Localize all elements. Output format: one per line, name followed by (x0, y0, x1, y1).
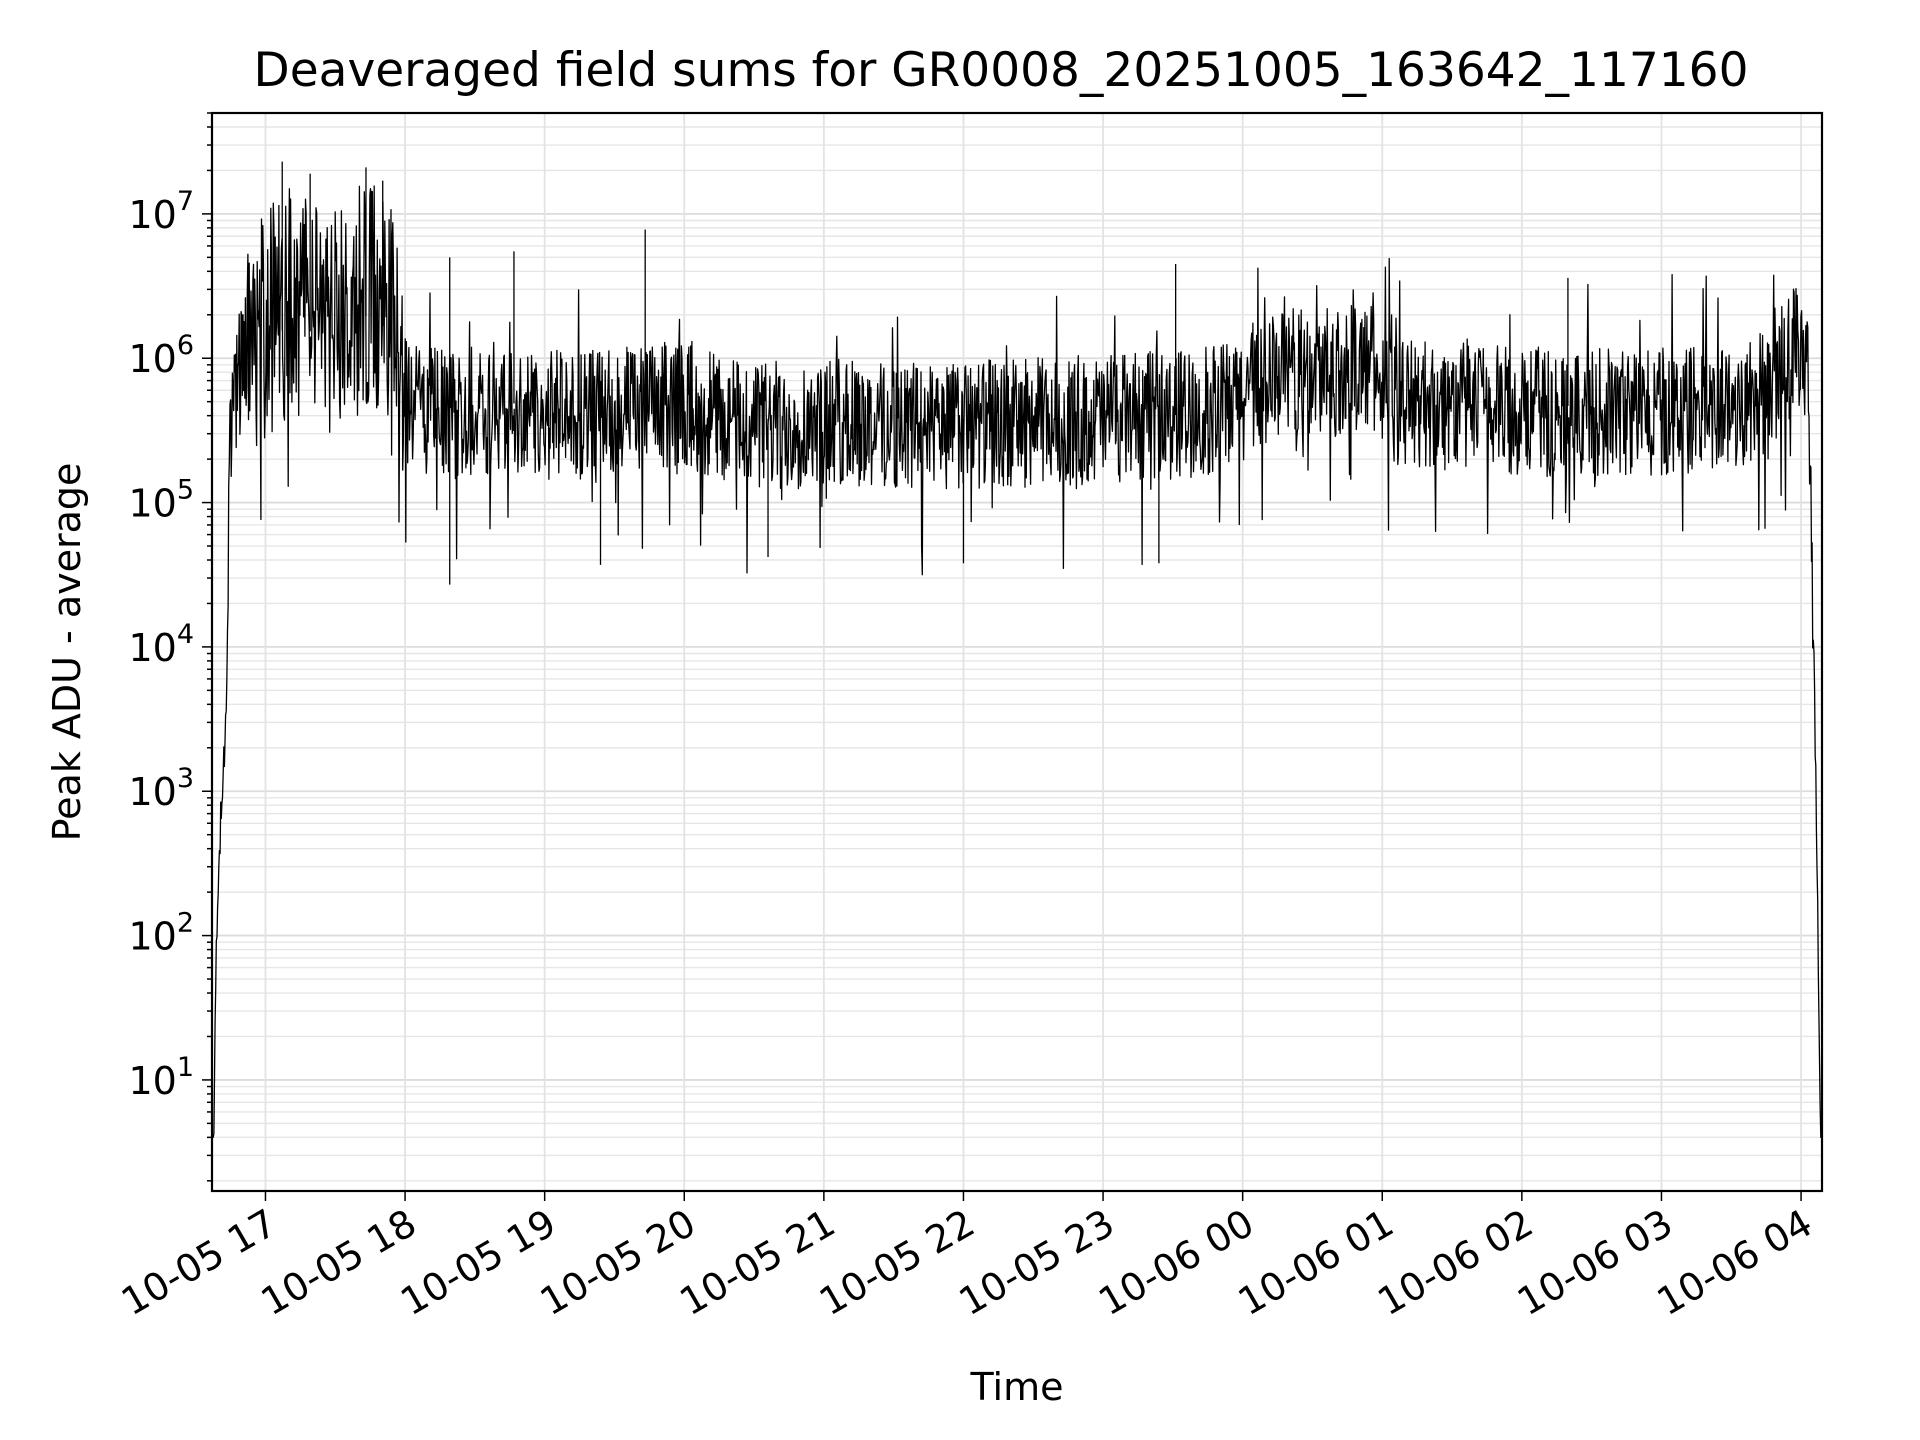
x-tick-label: 10-05 20 (533, 1201, 703, 1325)
y-tick-label: 105 (128, 475, 194, 526)
y-axis: 101 102 103 104 105 106 107 (128, 112, 212, 1182)
y-tick-label: 106 (128, 330, 194, 381)
x-tick-label: 10-05 19 (393, 1201, 563, 1325)
y-tick-label: 104 (128, 619, 194, 670)
y-axis-label: Peak ADU - average (45, 463, 89, 842)
y-tick-label: 107 (128, 186, 194, 237)
series-line (211, 185, 1823, 1139)
x-tick-label: 10-06 02 (1370, 1201, 1540, 1325)
series-layer (211, 161, 1823, 1139)
x-tick-label: 10-05 17 (114, 1201, 284, 1325)
y-tick-label: 103 (128, 763, 194, 814)
x-axis-label: Time (970, 1365, 1064, 1409)
x-tick-label: 10-06 04 (1650, 1201, 1820, 1325)
x-tick-label: 10-05 21 (672, 1201, 842, 1325)
x-tick-label: 10-06 03 (1510, 1201, 1680, 1325)
plot-frame (210, 111, 1824, 1193)
x-tick-label: 10-06 01 (1231, 1201, 1401, 1325)
x-tick-label: 10-06 00 (1091, 1201, 1261, 1325)
y-tick-label: 102 (128, 908, 194, 959)
x-tick-label: 10-05 23 (952, 1201, 1122, 1325)
y-tick-label: 101 (128, 1052, 194, 1103)
x-tick-label: 10-05 22 (812, 1201, 982, 1325)
x-tick-label: 10-05 18 (254, 1201, 424, 1325)
grid (212, 112, 1822, 1191)
chart-title: Deaveraged field sums for GR0008_2025100… (254, 43, 1749, 98)
